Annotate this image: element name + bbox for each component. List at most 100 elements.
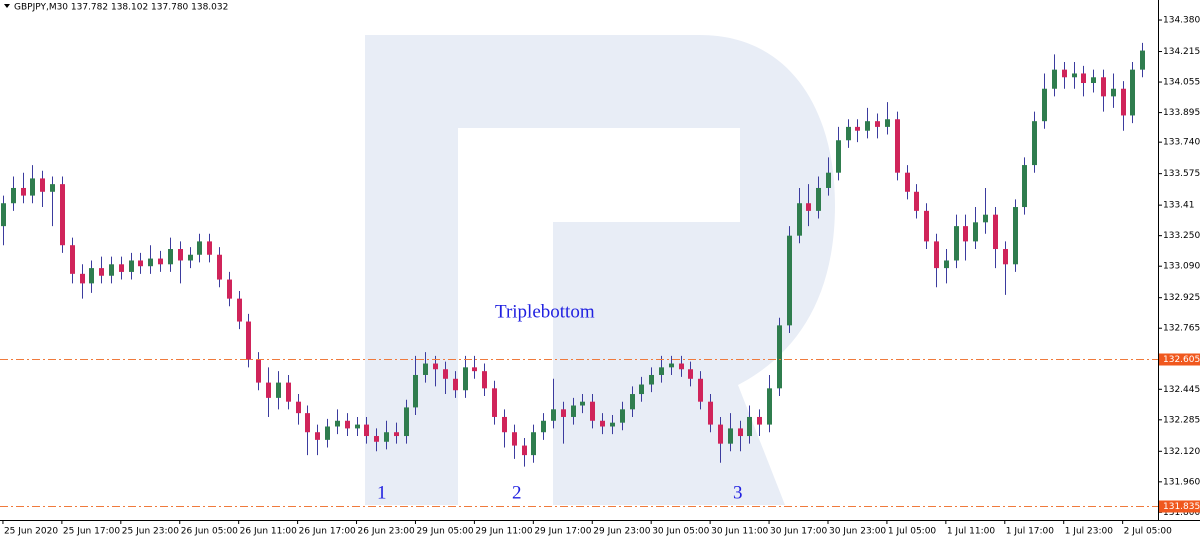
x-tick-label: 25 Jun 2020 bbox=[4, 527, 58, 537]
y-tick-label: 134.055 bbox=[1163, 78, 1200, 88]
x-tick-label: 30 Jun 05:00 bbox=[652, 527, 709, 537]
candle-body bbox=[630, 394, 635, 410]
candle-body bbox=[590, 401, 595, 421]
candle-body bbox=[1032, 121, 1037, 166]
candle-body bbox=[698, 378, 703, 402]
candle-body bbox=[1062, 69, 1067, 78]
candle-body bbox=[639, 384, 644, 395]
candle-body bbox=[472, 367, 477, 372]
plot-area bbox=[1, 42, 1145, 467]
candle-body bbox=[1091, 77, 1096, 84]
candle-body bbox=[178, 249, 183, 261]
candle-body bbox=[1013, 207, 1018, 265]
candle-body bbox=[787, 235, 792, 326]
candle-body bbox=[757, 416, 762, 425]
candle-body bbox=[610, 422, 615, 427]
level-label: 131.835 bbox=[1163, 502, 1200, 512]
candle-body bbox=[394, 432, 399, 437]
candle-body bbox=[816, 187, 821, 211]
symbol-dropdown-icon[interactable] bbox=[4, 4, 10, 8]
level-label-bg bbox=[1159, 500, 1200, 513]
bottom-label: 3 bbox=[733, 482, 743, 503]
x-tick-label: 30 Jun 11:00 bbox=[711, 527, 768, 537]
candle-body bbox=[738, 428, 743, 437]
candle-body bbox=[826, 172, 831, 188]
chart-title: GBPJPY,M30 137.782 138.102 137.780 138.0… bbox=[14, 3, 228, 13]
candle-body bbox=[512, 432, 517, 446]
x-tick-label: 1 Jul 05:00 bbox=[888, 527, 937, 537]
x-tick-label: 29 Jun 23:00 bbox=[593, 527, 650, 537]
candle-body bbox=[541, 420, 546, 433]
x-tick-label: 26 Jun 17:00 bbox=[299, 527, 356, 537]
candle-body bbox=[325, 426, 330, 440]
level-label-bg bbox=[1159, 353, 1200, 366]
candle-body bbox=[1130, 69, 1135, 116]
y-tick-label: 132.445 bbox=[1163, 385, 1200, 395]
candle-body bbox=[669, 363, 674, 368]
candle-body bbox=[1072, 73, 1077, 78]
candle-body bbox=[315, 432, 320, 440]
candle-body bbox=[571, 405, 576, 417]
candle-body bbox=[659, 367, 664, 375]
candle-body bbox=[836, 140, 841, 173]
candle-body bbox=[728, 428, 733, 444]
x-tick-label: 25 Jun 17:00 bbox=[63, 527, 120, 537]
candle-body bbox=[797, 203, 802, 236]
candle-body bbox=[246, 321, 251, 360]
candle-body bbox=[649, 374, 654, 385]
x-tick-label: 29 Jun 17:00 bbox=[534, 527, 591, 537]
candle-body bbox=[718, 424, 723, 444]
y-tick-label: 133.895 bbox=[1163, 108, 1200, 118]
y-tick-label: 134.215 bbox=[1163, 47, 1200, 57]
watermark bbox=[365, 35, 835, 505]
candle-body bbox=[138, 260, 143, 267]
x-tick-label: 30 Jun 17:00 bbox=[770, 527, 827, 537]
candle-body bbox=[21, 187, 26, 196]
candle-body bbox=[688, 369, 693, 379]
x-tick-label: 1 Jul 23:00 bbox=[1065, 527, 1114, 537]
candle-body bbox=[1052, 69, 1057, 89]
candle-body bbox=[70, 245, 75, 274]
candle-body bbox=[50, 184, 55, 192]
candle-body bbox=[993, 214, 998, 250]
candle-body bbox=[1081, 73, 1086, 84]
candle-body bbox=[846, 126, 851, 141]
candle-body bbox=[1111, 88, 1116, 97]
candle-body bbox=[561, 409, 566, 417]
y-tick-label: 132.925 bbox=[1163, 293, 1200, 303]
candle-body bbox=[89, 268, 94, 284]
candle-body bbox=[197, 241, 202, 255]
candle-body bbox=[1003, 249, 1008, 265]
candle-body bbox=[492, 388, 497, 417]
candle-body bbox=[355, 424, 360, 429]
candle-body bbox=[266, 382, 271, 398]
candle-body bbox=[600, 420, 605, 427]
candle-body bbox=[99, 268, 104, 276]
candle-body bbox=[777, 325, 782, 389]
candle-body bbox=[433, 363, 438, 370]
candle-body bbox=[482, 371, 487, 389]
y-tick-label: 132.285 bbox=[1163, 415, 1200, 425]
candle-body bbox=[983, 214, 988, 223]
candle-body bbox=[129, 260, 134, 272]
candle-body bbox=[60, 184, 65, 246]
y-tick-label: 133.740 bbox=[1163, 138, 1200, 148]
candle-body bbox=[109, 264, 114, 276]
candle-body bbox=[227, 279, 232, 299]
candle-body bbox=[168, 249, 173, 265]
x-tick-label: 1 Jul 11:00 bbox=[947, 527, 996, 537]
candle-body bbox=[1042, 88, 1047, 122]
candle-body bbox=[237, 298, 242, 322]
y-tick-label: 133.575 bbox=[1163, 169, 1200, 179]
candle-body bbox=[119, 264, 124, 272]
candle-body bbox=[158, 258, 163, 265]
y-tick-label: 133.250 bbox=[1163, 231, 1200, 241]
candle-body bbox=[531, 432, 536, 456]
y-tick-label: 131.800 bbox=[1163, 508, 1200, 518]
x-tick-label: 1 Jul 17:00 bbox=[1006, 527, 1055, 537]
candle-body bbox=[148, 258, 153, 267]
candle-body bbox=[767, 388, 772, 425]
candle-body bbox=[384, 432, 389, 442]
candle-body bbox=[679, 363, 684, 370]
